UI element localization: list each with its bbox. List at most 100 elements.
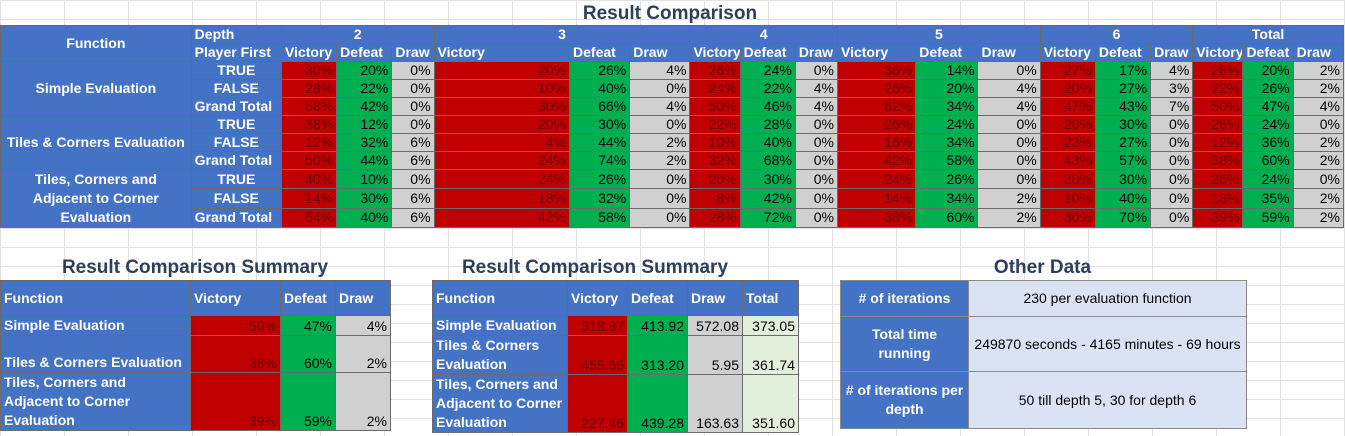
player-first-value: TRUE [190, 61, 282, 80]
value-cell: 46% [739, 97, 796, 116]
value-cell: 20% [1039, 115, 1096, 134]
value-cell: 42% [739, 188, 796, 209]
value-cell: 40% [569, 79, 631, 98]
value-cell: 30% [1039, 207, 1096, 229]
value-cell: 26% [836, 79, 917, 98]
player-first-value: TRUE [190, 115, 282, 134]
value-cell: 2% [629, 151, 691, 170]
table-row: FALSE 12% 32% 6% 4% 44% 2% 10% 40% 0% 16% 34% 0% 23% 2… [1, 133, 1345, 152]
value-cell: 24% [915, 115, 979, 134]
table-row: Tiles & Corners Evaluation TRUE 38% 12% 0% 20… [0, 115, 1345, 170]
value-cell: 38% [280, 115, 338, 134]
value-cell: 24% [1242, 115, 1294, 134]
value-cell: 38% [190, 335, 281, 373]
player-first-value: Grand Total [190, 151, 282, 170]
value-cell: 0% [1292, 115, 1345, 134]
function-name: Tiles & Corners Evaluation [0, 115, 192, 170]
value-cell: 20% [689, 168, 741, 190]
value-cell: 24% [739, 61, 796, 80]
summary2-header: Total [742, 280, 799, 316]
value-cell: 6% [391, 188, 435, 209]
value-cell: 0% [1150, 188, 1194, 209]
value-cell: 68% [739, 151, 796, 170]
value-cell: 4% [1292, 97, 1345, 116]
value-cell: 24% [689, 79, 741, 98]
value-cell: 0% [794, 115, 838, 134]
value-cell: 38% [836, 207, 917, 229]
value-cell: 43% [1039, 151, 1096, 170]
player-first-value: Grand Total [190, 207, 282, 229]
value-cell: 47% [1039, 97, 1096, 116]
value-cell: 2% [977, 207, 1041, 229]
value-cell: 439.28 [627, 374, 688, 433]
player-first-value: Grand Total [190, 97, 282, 116]
value-cell: 0% [629, 79, 691, 98]
value-cell: 2% [1292, 79, 1345, 98]
depth-header: 4 [689, 25, 838, 44]
player-first-value: FALSE [190, 188, 282, 209]
value-cell: 23% [1039, 133, 1096, 152]
value-cell: 7% [1150, 97, 1194, 116]
other-data-title: Other Data [993, 257, 1092, 278]
column-header: Draw [977, 43, 1041, 62]
value-cell: 22% [1192, 79, 1244, 98]
value-cell: 18% [433, 188, 571, 209]
value-cell: 28% [280, 79, 338, 98]
value-cell: 0% [977, 115, 1041, 134]
summary1-header: Defeat [280, 280, 336, 316]
value-cell: 39% [1192, 207, 1244, 229]
value-cell: 0% [1150, 168, 1194, 190]
value-cell: 0% [391, 168, 435, 190]
value-cell: 50% [1192, 97, 1244, 116]
value-cell: 30% [1094, 168, 1152, 190]
other-data-table: # of iterations 230 per evaluation functi… [840, 280, 1247, 429]
value-cell: 26% [689, 61, 741, 80]
value-cell: 34% [915, 133, 979, 152]
value-cell: 0% [1150, 151, 1194, 170]
value-cell: 4% [335, 315, 391, 336]
value-cell: 313.20 [627, 335, 688, 375]
value-cell: 20% [915, 79, 979, 98]
function-name: Tiles & Corners Evaluation [432, 335, 568, 375]
value-cell: 26% [836, 115, 917, 134]
other-data-key: # of iterations [840, 280, 969, 317]
table-row: Tiles, Corners and Adjacent to Corner Ev… [0, 168, 1345, 228]
value-cell: 28% [739, 115, 796, 134]
value-cell: 572.08 [687, 315, 743, 336]
player-first-value: FALSE [190, 133, 282, 152]
summary1-header: Function [0, 280, 191, 316]
value-cell: 0% [391, 115, 435, 134]
depth-label: Depth [190, 25, 282, 44]
function-name: Tiles, Corners and Adjacent to Corner Ev… [0, 372, 191, 431]
value-cell: 38% [1192, 151, 1244, 170]
value-cell: 5.95 [687, 335, 743, 375]
value-cell: 2% [1292, 61, 1345, 80]
value-cell: 58% [569, 207, 631, 229]
value-cell: 44% [569, 133, 631, 152]
value-cell: 8% [689, 188, 741, 209]
value-cell: 32% [569, 188, 631, 209]
value-cell: 35% [1242, 188, 1294, 209]
value-cell: 0% [1150, 115, 1194, 134]
depth-header: 2 [280, 25, 435, 44]
value-cell: 20% [336, 61, 393, 80]
value-cell: 4% [629, 97, 691, 116]
value-cell: 74% [569, 151, 631, 170]
value-cell: 24% [1242, 168, 1294, 190]
column-header: Draw [1150, 43, 1194, 62]
column-header: Defeat [1242, 43, 1294, 62]
depth-header: 5 [836, 25, 1041, 44]
value-cell: 24% [836, 168, 917, 190]
value-cell: 54% [280, 207, 338, 229]
value-cell: 0% [977, 61, 1041, 80]
value-cell: 0% [977, 133, 1041, 152]
value-cell: 32% [689, 151, 741, 170]
value-cell: 60% [280, 335, 336, 373]
column-header: Victory [836, 43, 917, 62]
value-cell: 0% [629, 207, 691, 229]
column-header: Defeat [1094, 43, 1152, 62]
value-cell: 36% [836, 61, 917, 80]
value-cell: 227.46 [567, 374, 628, 433]
value-cell: 58% [915, 151, 979, 170]
value-cell: 14% [915, 61, 979, 80]
